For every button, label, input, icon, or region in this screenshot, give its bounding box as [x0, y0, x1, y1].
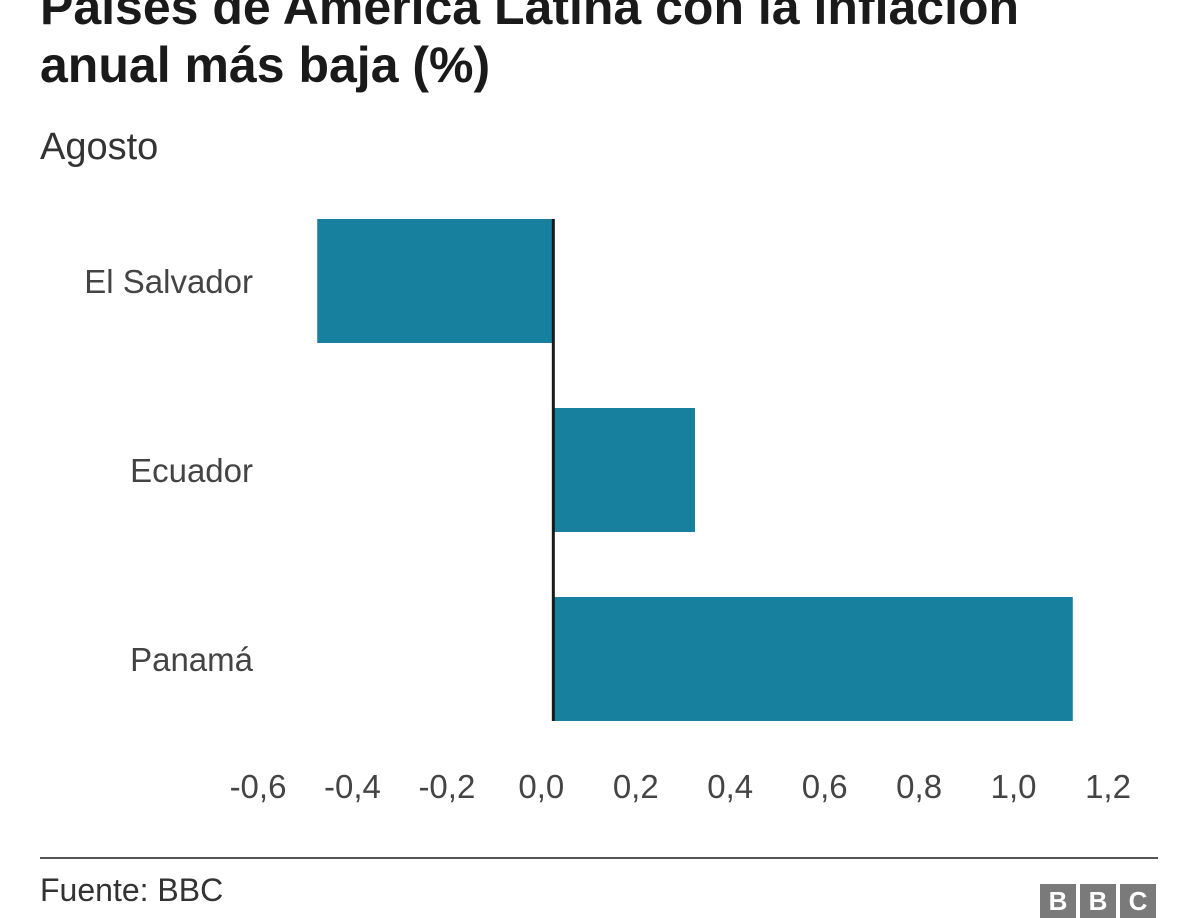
bar-panam-: [553, 597, 1073, 721]
bar-el-salvador: [317, 219, 554, 343]
category-label: Ecuador: [130, 452, 253, 489]
logo-letter: B: [1040, 884, 1076, 918]
x-tick-label: 1,2: [1085, 768, 1131, 805]
footer-divider: [40, 857, 1158, 859]
chart-title: Países de América Latina con la inflació…: [40, 0, 1020, 93]
source-note: Fuente: BBC: [40, 872, 224, 908]
x-tick-label: -0,4: [324, 768, 381, 805]
x-tick-label: 0,4: [707, 768, 753, 805]
x-tick-label: -0,6: [230, 768, 287, 805]
x-tick-label: -0,2: [418, 768, 475, 805]
x-tick-label: 0,8: [896, 768, 942, 805]
logo-letter: B: [1080, 884, 1116, 918]
bbc-logo: B B C: [1040, 884, 1156, 918]
chart-subtitle: Agosto: [40, 126, 159, 168]
category-label: Panamá: [130, 641, 254, 678]
x-tick-label: 0,6: [802, 768, 848, 805]
category-label: El Salvador: [84, 263, 253, 300]
logo-letter: C: [1120, 884, 1156, 918]
bar-ecuador: [553, 408, 695, 532]
x-tick-label: 1,0: [991, 768, 1037, 805]
x-tick-label: 0,2: [613, 768, 659, 805]
x-tick-label: 0,0: [518, 768, 564, 805]
